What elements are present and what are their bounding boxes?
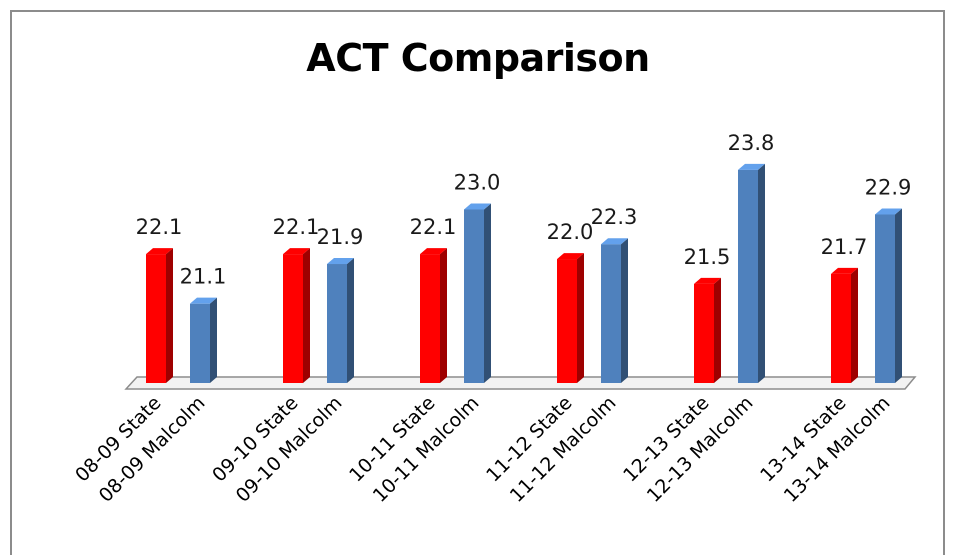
value-label: 21.1 [180, 265, 227, 289]
value-labels-group: 22.121.122.121.9 22.123.022.022.321.523.8… [136, 131, 912, 289]
bar-top-face [831, 267, 858, 274]
bar-top-face [190, 297, 217, 304]
bar-top-face [694, 277, 721, 284]
bar-top-face [557, 253, 584, 260]
chart-title: ACT Comparison [306, 36, 650, 80]
value-label: 22.1 [273, 215, 320, 239]
bar-top-face [601, 238, 628, 245]
bar-front-face [283, 254, 303, 383]
bar-front-face [831, 273, 851, 383]
bar-12-13-state [694, 277, 721, 383]
value-label: 23.0 [454, 170, 501, 194]
floor-plane [124, 376, 917, 390]
bar-10-11-state [420, 248, 447, 383]
bar-13-14-state [831, 267, 858, 383]
bar-side-face [440, 248, 447, 383]
bar-side-face [484, 203, 491, 383]
bar-side-face [303, 248, 310, 383]
bar-09-10-malcolm [327, 258, 354, 383]
bar-10-11-malcolm [464, 203, 491, 383]
bar-front-face [875, 214, 895, 383]
bar-top-face [327, 258, 354, 265]
bar-top-face [738, 163, 765, 170]
bar-side-face [758, 163, 765, 383]
bar-side-face [210, 297, 217, 383]
value-label: 22.1 [136, 215, 183, 239]
bar-front-face [464, 209, 484, 383]
bar-side-face [895, 208, 902, 383]
bar-top-face [875, 208, 902, 215]
bar-front-face [420, 254, 440, 383]
bar-side-face [166, 248, 173, 383]
bar-13-14-malcolm [875, 208, 902, 383]
bar-side-face [347, 258, 354, 383]
value-label: 22.0 [547, 220, 594, 244]
bar-front-face [601, 244, 621, 383]
value-label: 21.5 [684, 245, 731, 269]
value-label: 21.9 [317, 225, 364, 249]
bar-top-face [420, 248, 447, 255]
bar-08-09-malcolm [190, 297, 217, 383]
bar-11-12-state [557, 253, 584, 383]
value-label: 22.3 [591, 205, 638, 229]
bar-top-face [464, 203, 491, 210]
bar-11-12-malcolm [601, 238, 628, 383]
bar-front-face [146, 254, 166, 383]
bar-front-face [694, 283, 714, 383]
bar-side-face [621, 238, 628, 383]
value-label: 22.9 [865, 175, 912, 199]
chart-floor [124, 376, 917, 390]
value-label: 22.1 [410, 215, 457, 239]
bar-top-face [146, 248, 173, 255]
value-label: 23.8 [728, 131, 775, 155]
bar-side-face [851, 267, 858, 383]
bar-12-13-malcolm [738, 163, 765, 383]
bar-front-face [738, 169, 758, 383]
bar-09-10-state [283, 248, 310, 383]
bar-top-face [283, 248, 310, 255]
bar-front-face [327, 264, 347, 383]
bar-front-face [190, 303, 210, 383]
value-label: 21.7 [821, 235, 868, 259]
bar-side-face [714, 277, 721, 383]
bar-08-09-state [146, 248, 173, 383]
bars-group [146, 163, 902, 383]
bar-front-face [557, 259, 577, 383]
bar-side-face [577, 253, 584, 383]
